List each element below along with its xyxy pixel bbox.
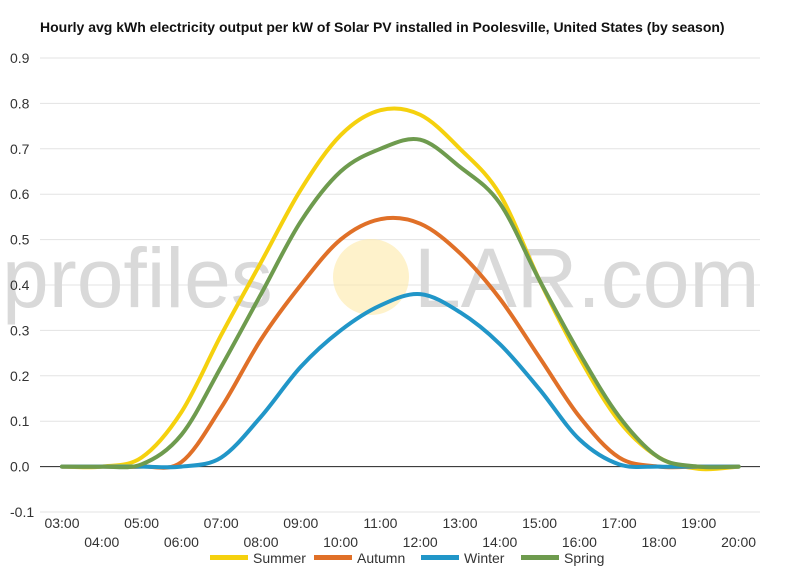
legend-swatch [421, 555, 459, 560]
legend-label: Summer [253, 550, 306, 566]
y-tick-label: 0.5 [10, 232, 30, 248]
x-tick-label: 07:00 [204, 515, 239, 531]
legend-item-spring: Spring [521, 550, 604, 566]
x-tick-label: 11:00 [363, 515, 397, 531]
y-tick-label: 0.9 [10, 50, 30, 66]
legend-item-winter: Winter [421, 550, 505, 566]
y-tick-label: 0.1 [10, 413, 30, 429]
x-tick-label: 15:00 [522, 515, 557, 531]
series-line-autumn [60, 215, 741, 470]
x-tick-label: 13:00 [442, 515, 477, 531]
legend-swatch [210, 555, 248, 560]
x-tick-label: 19:00 [681, 515, 716, 531]
y-tick-label: 0.7 [10, 141, 30, 157]
legend-item-autumn: Autumn [314, 550, 405, 566]
x-tick-label: 05:00 [124, 515, 159, 531]
x-tick-label: 04:00 [84, 534, 119, 550]
y-tick-label: 0.6 [10, 186, 30, 202]
x-tick-label: 14:00 [482, 534, 517, 550]
watermark: profiles LAR.com [2, 231, 759, 325]
y-tick-label: 0.8 [10, 95, 30, 111]
y-tick-label: 0.0 [10, 459, 30, 475]
legend: Summer Autumn Winter Spring [210, 550, 604, 566]
watermark-sun-icon [333, 239, 409, 315]
legend-label: Autumn [357, 550, 405, 566]
x-tick-label: 08:00 [243, 534, 278, 550]
y-axis-ticks: -0.1 0.0 0.1 0.2 0.3 0.4 0.5 0.6 0.7 0.8 0.9 [10, 50, 34, 520]
x-tick-label: 03:00 [44, 515, 79, 531]
x-tick-label: 06:00 [164, 534, 199, 550]
x-tick-label: 20:00 [721, 534, 756, 550]
y-tick-label: -0.1 [10, 504, 34, 520]
x-tick-label: 12:00 [403, 534, 438, 550]
legend-swatch [314, 555, 352, 560]
legend-item-summer: Summer [210, 550, 306, 566]
watermark-left-text: profiles [2, 231, 273, 325]
x-tick-label: 16:00 [562, 534, 597, 550]
series-lines [60, 106, 741, 472]
legend-label: Spring [564, 550, 604, 566]
watermark-right-text: LAR.com [414, 231, 759, 325]
x-tick-label: 17:00 [602, 515, 637, 531]
y-tick-label: 0.4 [10, 277, 30, 293]
legend-swatch [521, 555, 559, 560]
chart-title: Hourly avg kWh electricity output per kW… [40, 19, 725, 35]
series-line-summer [60, 106, 741, 472]
series-line-winter [60, 291, 741, 470]
x-tick-label: 09:00 [283, 515, 318, 531]
y-tick-label: 0.3 [10, 322, 30, 338]
legend-label: Winter [464, 550, 505, 566]
y-tick-label: 0.2 [10, 368, 30, 384]
series-line-spring [60, 137, 741, 470]
x-tick-label: 18:00 [641, 534, 676, 550]
x-tick-label: 10:00 [323, 534, 358, 550]
